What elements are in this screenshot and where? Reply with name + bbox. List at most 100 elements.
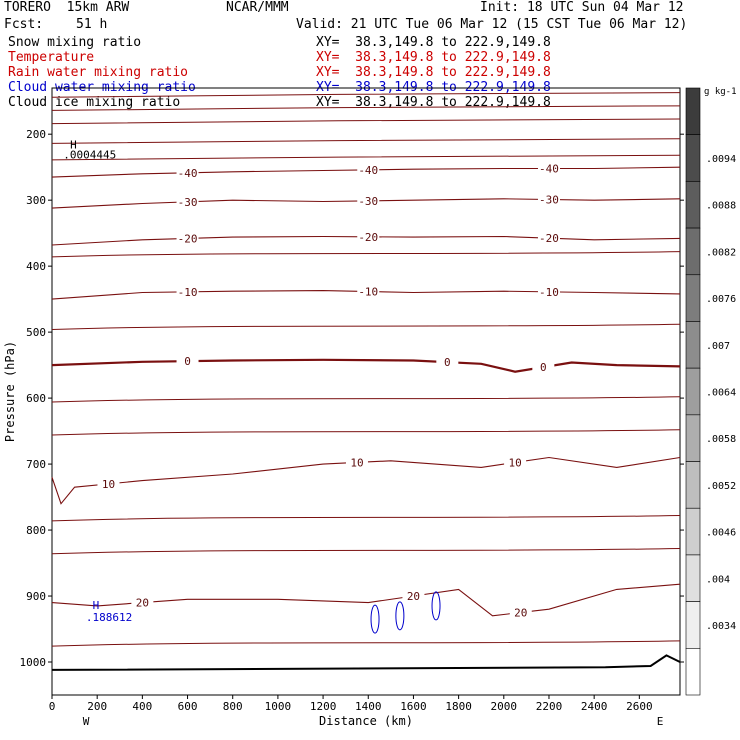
colorbar-swatch xyxy=(685,134,701,182)
isotherm-label: -30 xyxy=(539,194,559,207)
cloud-water-contour xyxy=(395,601,405,631)
legend-name: Snow mixing ratio xyxy=(8,35,142,50)
y-tick-label: 200 xyxy=(26,128,46,141)
colorbar-label: .0046 xyxy=(706,528,736,539)
colorbar-label: .0058 xyxy=(706,434,736,445)
isotherm-label-bg xyxy=(357,194,380,206)
isotherm-label-bg xyxy=(537,232,560,244)
legend-name: Cloud water mixing ratio xyxy=(8,80,196,95)
colorbar-swatch xyxy=(685,414,701,462)
y-tick-label: 800 xyxy=(26,524,46,537)
x-tick-label: 1800 xyxy=(445,700,472,713)
x-tick-label: 600 xyxy=(178,700,198,713)
x-end-label-east: E xyxy=(657,715,664,728)
colorbar-swatch xyxy=(685,461,701,509)
forecast-label: Fcst: xyxy=(4,17,44,32)
isotherm-label: 20 xyxy=(136,597,149,610)
colorbar-swatch xyxy=(685,227,701,276)
y-tick-label: 400 xyxy=(26,260,46,273)
isotherm-label-bg xyxy=(537,193,560,205)
isotherm-label-bg xyxy=(176,195,199,207)
x-tick-label: 2000 xyxy=(491,700,518,713)
cloud-water-contour xyxy=(370,604,380,634)
isotherm-label: -20 xyxy=(358,231,378,244)
isotherm-line xyxy=(51,456,681,505)
colorbar-label: .0064 xyxy=(706,388,736,399)
colorbar-swatch xyxy=(685,181,701,229)
colorbar-swatch xyxy=(685,648,701,696)
model-title: TORERO 15km ARW xyxy=(4,0,130,15)
isotherm-label: -10 xyxy=(358,286,378,299)
colorbar-label: .004 xyxy=(706,574,730,585)
isotherm-label-bg xyxy=(357,230,380,242)
isotherm-label-bg xyxy=(504,456,527,468)
isotherm-label: 0 xyxy=(540,361,547,374)
legend-xy: XY= 38.3,149.8 to 222.9,149.8 xyxy=(316,95,551,110)
isotherm-label: -40 xyxy=(358,164,378,177)
x-tick-label: 0 xyxy=(49,700,56,713)
isotherm-label: -20 xyxy=(178,232,198,245)
intermediate-contour xyxy=(51,640,681,647)
colorbar-swatch xyxy=(685,507,701,556)
chart-annotation: .0004445 xyxy=(63,149,116,162)
isotherm-label: -40 xyxy=(539,162,559,175)
chart-annotation: H xyxy=(93,599,100,612)
colorbar-swatch xyxy=(685,554,701,602)
isotherm-label-bg xyxy=(97,477,120,489)
isotherm-label: -10 xyxy=(539,286,559,299)
upper-contour xyxy=(51,105,681,111)
isotherm-label-bg xyxy=(357,163,380,175)
x-tick-label: 2600 xyxy=(626,700,653,713)
cloud-water-contour xyxy=(431,591,441,621)
legend-name: Cloud ice mixing ratio xyxy=(8,95,181,110)
isotherm-label-bg xyxy=(131,596,154,608)
upper-contour xyxy=(51,138,681,144)
isotherm-label: 10 xyxy=(508,456,521,469)
isotherm-label-bg xyxy=(537,285,560,297)
y-tick-label: 1000 xyxy=(20,656,47,669)
plot-frame xyxy=(51,87,681,696)
isotherm-label-bg xyxy=(357,285,380,297)
intermediate-contour xyxy=(51,251,681,258)
x-tick-label: 1200 xyxy=(310,700,337,713)
isotherm-label: 0 xyxy=(444,356,451,369)
org-title: NCAR/MMM xyxy=(226,0,289,15)
upper-contour xyxy=(51,92,681,98)
x-tick-label: 2400 xyxy=(581,700,608,713)
x-tick-label: 1000 xyxy=(265,700,292,713)
colorbar-label: .0082 xyxy=(706,247,736,258)
isotherm-label-bg xyxy=(176,166,199,178)
intermediate-contour xyxy=(51,396,681,403)
forecast-value: 51 h xyxy=(76,17,108,32)
x-tick-label: 1400 xyxy=(355,700,382,713)
colorbar-label: .0094 xyxy=(706,154,736,165)
colorbar-label: .0088 xyxy=(706,201,736,212)
x-tick-label: 800 xyxy=(223,700,243,713)
x-axis-label: Distance (km) xyxy=(319,714,413,728)
legend-name: Rain water mixing ratio xyxy=(8,65,189,80)
colorbar-label: .0034 xyxy=(706,621,736,632)
isotherm-label-bg xyxy=(509,606,532,618)
y-tick-label: 300 xyxy=(26,194,46,207)
colorbar-label: .0052 xyxy=(706,481,736,492)
intermediate-contour xyxy=(51,429,681,436)
colorbar-unit: g kg-1 xyxy=(704,87,737,97)
valid-time: Valid: 21 UTC Tue 06 Mar 12 (15 CST Tue … xyxy=(296,17,688,32)
isotherm-label-bg xyxy=(402,590,425,602)
isotherm-label-bg xyxy=(537,162,560,174)
x-tick-label: 1600 xyxy=(400,700,427,713)
y-tick-label: 500 xyxy=(26,326,46,339)
intermediate-contour xyxy=(51,515,681,522)
upper-contour xyxy=(51,118,681,125)
colorbar-swatch xyxy=(685,87,701,135)
intermediate-contour xyxy=(51,548,681,555)
isotherm-label: 10 xyxy=(102,478,115,491)
isotherm-label-bg xyxy=(532,361,555,373)
isotherm-line xyxy=(51,358,681,373)
isotherm-label: -40 xyxy=(178,167,198,180)
legend-xy: XY= 38.3,149.8 to 222.9,149.8 xyxy=(316,65,551,80)
colorbar-label: .0076 xyxy=(706,294,736,305)
legend-xy: XY= 38.3,149.8 to 222.9,149.8 xyxy=(316,35,551,50)
isotherm-label-bg xyxy=(176,285,199,297)
